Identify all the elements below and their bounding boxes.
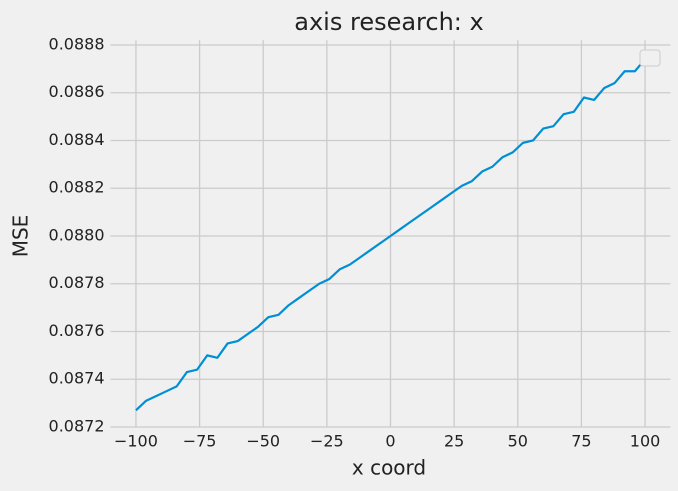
y-tick-label: 0.0886 [49,82,105,101]
x-tick-label: −25 [310,432,344,451]
line-series [135,58,646,412]
x-tick-label: −100 [114,432,158,451]
y-axis-label: MSE [9,215,33,258]
x-tick-label: 50 [508,432,528,451]
x-tick-label: 25 [444,432,464,451]
x-tick-label: −75 [183,432,217,451]
y-tick-label: 0.0882 [49,178,105,197]
y-tick-label: 0.0876 [49,321,105,340]
x-tick-label: 100 [630,432,661,451]
y-tick-label: 0.0884 [49,130,105,149]
chart-title: axis research: x [294,8,483,36]
y-tick-label: 0.0880 [49,225,105,244]
y-tick-label: 0.0872 [49,417,105,436]
x-tick-label: 0 [385,432,395,451]
x-tick-label: 75 [571,432,591,451]
y-tick-label: 0.0878 [49,273,105,292]
y-tick-label: 0.0888 [49,34,105,53]
legend-box [639,49,661,67]
y-tick-label: 0.0874 [49,369,105,388]
x-tick-label: −50 [246,432,280,451]
x-axis-label: x coord [352,456,426,480]
